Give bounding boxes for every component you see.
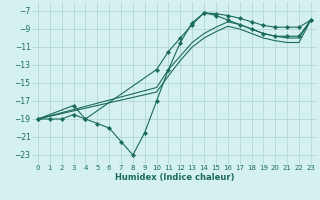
X-axis label: Humidex (Indice chaleur): Humidex (Indice chaleur) [115, 173, 234, 182]
